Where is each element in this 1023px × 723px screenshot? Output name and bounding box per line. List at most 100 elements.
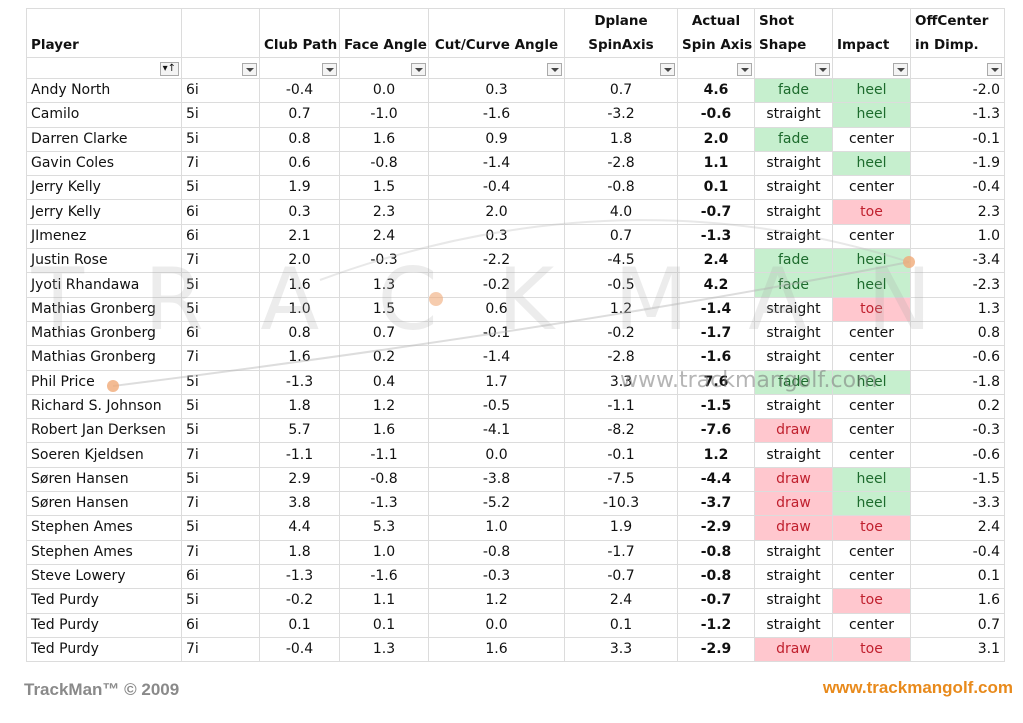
col-header-shot-shape: Shot Shape: [754, 8, 833, 58]
cell-face: 2.4: [339, 223, 429, 250]
dplane-line-2: SpinAxis: [588, 37, 654, 53]
cell-actual: 2.0: [677, 126, 755, 152]
filter-cell: [754, 57, 833, 79]
cell-club-path: 5.7: [259, 418, 340, 444]
filter-dropdown-icon[interactable]: [547, 62, 562, 76]
cell-face: 1.5: [339, 296, 429, 322]
filter-dropdown-icon[interactable]: [242, 62, 257, 76]
cell-player: Jyoti Rhandawa: [26, 272, 182, 298]
table-row: Steve Lowery 6i -1.3 -1.6 -0.3 -0.7 -0.8 straig…: [26, 563, 1005, 590]
cell-club-path: -0.4: [259, 636, 340, 663]
cell-shape: straight: [754, 345, 833, 371]
cell-club: 6i: [181, 199, 260, 225]
website-link[interactable]: www.trackmangolf.com: [822, 678, 1013, 697]
cell-cut: -0.2: [428, 272, 565, 298]
filter-dropdown-icon[interactable]: [322, 62, 337, 76]
cell-off: -1.5: [910, 466, 1005, 493]
table-row: Gavin Coles 7i 0.6 -0.8 -1.4 -2.8 1.1 straight h…: [26, 150, 1005, 177]
cell-club-path: 2.0: [259, 248, 340, 274]
cell-actual: -4.4: [677, 466, 755, 493]
cell-shape: draw: [754, 491, 833, 517]
cell-player: Mathias Gronberg: [26, 345, 182, 371]
cell-off: -3.4: [910, 248, 1005, 274]
cell-shape: straight: [754, 442, 833, 468]
cell-off: -0.3: [910, 418, 1005, 444]
cell-actual: -3.7: [677, 491, 755, 517]
cell-cut: 0.9: [428, 126, 565, 152]
col-header-actual: Actual Spin Axis: [677, 8, 755, 58]
filter-cell: [181, 57, 260, 79]
cell-club-path: 4.4: [259, 515, 340, 541]
cell-off: -0.4: [910, 539, 1005, 565]
cell-off: -0.6: [910, 345, 1005, 371]
cell-cut: -0.8: [428, 539, 565, 565]
cell-cut: 2.0: [428, 199, 565, 225]
cell-shape: straight: [754, 296, 833, 322]
cell-player: Ted Purdy: [26, 612, 182, 638]
filter-dropdown-icon[interactable]: [660, 62, 675, 76]
cell-club: 6i: [181, 77, 260, 104]
cell-face: -0.8: [339, 150, 429, 177]
cell-player: Stephen Ames: [26, 539, 182, 565]
cell-cut: -0.4: [428, 175, 565, 201]
filter-cell: [832, 57, 911, 79]
cell-cut: 0.0: [428, 612, 565, 638]
cell-club: 7i: [181, 539, 260, 565]
cell-club-path: 1.6: [259, 272, 340, 298]
cell-club-path: 1.9: [259, 175, 340, 201]
cell-cut: 0.0: [428, 442, 565, 468]
cell-actual: -0.7: [677, 199, 755, 225]
table-row: Richard S. Johnson 5i 1.8 1.2 -0.5 -1.1 -1.5 st…: [26, 393, 1005, 420]
cell-cut: -1.6: [428, 102, 565, 128]
col-header-player: Player: [26, 8, 182, 58]
cell-cut: 1.7: [428, 369, 565, 395]
table-row: Ted Purdy 6i 0.1 0.1 0.0 0.1 -1.2 straight cente…: [26, 612, 1005, 638]
cell-actual: -0.8: [677, 563, 755, 590]
table-row: Ted Purdy 7i -0.4 1.3 1.6 3.3 -2.9 draw toe 3.1: [26, 636, 1005, 663]
cell-dplane: -0.8: [564, 175, 678, 201]
cell-shape: fade: [754, 272, 833, 298]
cell-shape: straight: [754, 563, 833, 590]
cell-face: 2.3: [339, 199, 429, 225]
table-row: Mathias Gronberg 7i 1.6 0.2 -1.4 -2.8 -1.6 stra…: [26, 345, 1005, 371]
header-row: Player Club Path Face Angle Cut/Curve An…: [26, 8, 1005, 58]
cell-impact: center: [832, 320, 911, 347]
actual-line-1: Actual: [691, 13, 741, 29]
shot-line-1: Shot: [759, 13, 795, 29]
cell-dplane: 0.1: [564, 612, 678, 638]
cell-impact: toe: [832, 515, 911, 541]
filter-dropdown-icon[interactable]: [737, 62, 752, 76]
cell-club-path: 0.8: [259, 320, 340, 347]
filter-dropdown-icon[interactable]: [815, 62, 830, 76]
sort-filter-icon[interactable]: ▾↑: [159, 62, 179, 76]
table-row: Soeren Kjeldsen 7i -1.1 -1.1 0.0 -0.1 1.2 strai…: [26, 442, 1005, 468]
cell-dplane: 1.8: [564, 126, 678, 152]
cell-player: Ted Purdy: [26, 588, 182, 614]
cell-cut: 1.0: [428, 515, 565, 541]
cell-face: -0.8: [339, 466, 429, 493]
table-row: JImenez 6i 2.1 2.4 0.3 0.7 -1.3 straight center 1…: [26, 223, 1005, 250]
cell-dplane: 3.3: [564, 369, 678, 395]
cell-actual: 1.1: [677, 150, 755, 177]
cell-dplane: -0.7: [564, 563, 678, 590]
cell-cut: 0.3: [428, 223, 565, 250]
cell-impact: center: [832, 223, 911, 250]
filter-dropdown-icon[interactable]: [987, 62, 1002, 76]
cell-cut: 0.3: [428, 77, 565, 104]
cell-face: 1.0: [339, 539, 429, 565]
cell-cut: 1.2: [428, 588, 565, 614]
filter-dropdown-icon[interactable]: [411, 62, 426, 76]
cell-off: 1.3: [910, 296, 1005, 322]
table-row: Stephen Ames 7i 1.8 1.0 -0.8 -1.7 -0.8 straight…: [26, 539, 1005, 565]
cell-impact: center: [832, 126, 911, 152]
cell-club: 5i: [181, 588, 260, 614]
cell-club-path: -0.2: [259, 588, 340, 614]
filter-dropdown-icon[interactable]: [893, 62, 908, 76]
cell-shape: fade: [754, 369, 833, 395]
cell-dplane: -10.3: [564, 491, 678, 517]
cell-player: Steve Lowery: [26, 563, 182, 590]
cell-off: -0.6: [910, 442, 1005, 468]
cell-impact: center: [832, 345, 911, 371]
cell-impact: toe: [832, 296, 911, 322]
cell-off: 0.8: [910, 320, 1005, 347]
